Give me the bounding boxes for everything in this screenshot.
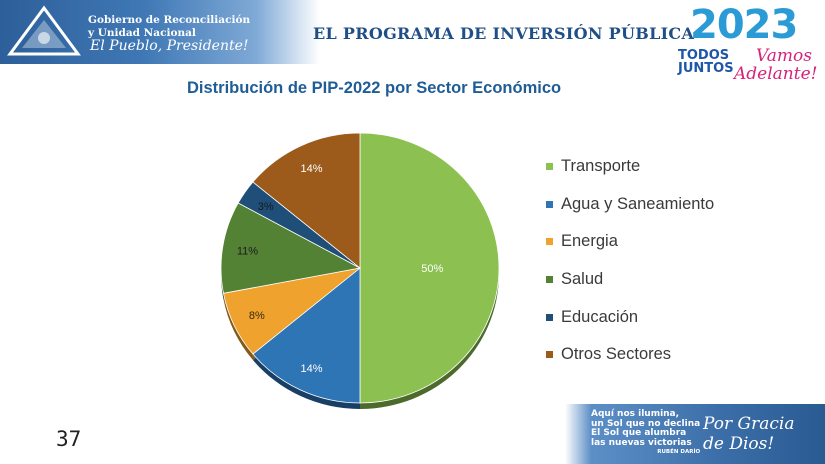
legend-label: Salud xyxy=(561,270,604,289)
pie-slice-transporte xyxy=(359,132,500,404)
government-name-line2: y Unidad Nacional xyxy=(88,27,196,39)
legend-swatch xyxy=(546,200,553,208)
legend-swatch xyxy=(546,163,553,171)
government-name-line1: Gobierno de Reconciliación xyxy=(88,14,251,26)
legend-label: Educación xyxy=(561,307,639,326)
pie-label: 3% xyxy=(258,201,274,213)
legend-item: Otros Sectores xyxy=(546,336,714,374)
chart-legend: Transporte Agua y Saneamiento Energia Salud… xyxy=(546,148,714,374)
legend-item: Transporte xyxy=(546,148,714,186)
legend-item: Energia xyxy=(546,223,714,261)
quote-line: El Sol que alumbra xyxy=(591,428,687,438)
legend-label: Agua y Saneamiento xyxy=(561,194,715,213)
badge-vamos: Vamos xyxy=(756,46,812,66)
government-slogan: El Pueblo, Presidente! xyxy=(90,38,249,54)
quote-line: un Sol que no declina xyxy=(591,418,701,429)
legend-item: Educación xyxy=(546,298,714,336)
legend-label: Energia xyxy=(561,232,618,251)
legend-item: Salud xyxy=(546,261,714,299)
footer-gracia: Por Gracia de Dios! xyxy=(703,414,794,454)
badge-todos: TODOS xyxy=(678,48,730,63)
badge-year: 2023 xyxy=(690,2,798,48)
legend-swatch xyxy=(546,238,553,246)
legend-swatch xyxy=(546,313,553,321)
government-banner: Gobierno de Reconciliación y Unidad Naci… xyxy=(0,0,320,64)
badge-adelante: Adelante! xyxy=(734,64,818,84)
legend-label: Transporte xyxy=(561,157,641,176)
legend-item: Agua y Saneamiento xyxy=(546,186,714,224)
quote-line: Aquí nos ilumina, xyxy=(591,409,680,419)
legend-label: Otros Sectores xyxy=(561,345,672,364)
pie-label: 14% xyxy=(300,363,322,375)
legend-swatch xyxy=(546,276,553,284)
legend-swatch xyxy=(546,351,553,359)
quote-author: RUBÉN DARÍO xyxy=(657,449,701,455)
pie-slice-agua-y-saneamiento xyxy=(252,267,361,404)
pie-slice-salud xyxy=(220,202,362,294)
page-title: EL PROGRAMA DE INVERSIÓN PÚBLICA xyxy=(313,24,695,43)
campaign-badge: 2023 TODOS JUNTOS Vamos Adelante! xyxy=(678,2,823,94)
gracia-line1: Por Gracia xyxy=(703,414,795,434)
footer-banner: Aquí nos ilumina, un Sol que no declina … xyxy=(565,404,825,464)
footer-quote: Aquí nos ilumina, un Sol que no declina … xyxy=(591,409,701,458)
pie-slice-otros-sectores xyxy=(252,132,361,269)
pie-label: 11% xyxy=(237,246,258,258)
page-number: 37 xyxy=(56,427,82,451)
pie-label: 8% xyxy=(249,310,265,322)
chart-title: Distribución de PIP-2022 por Sector Econ… xyxy=(187,79,562,97)
gracia-line2: de Dios! xyxy=(703,434,775,454)
quote-line: las nuevas victorias xyxy=(591,437,692,448)
pie-label: 14% xyxy=(300,163,322,175)
pie-label: 50% xyxy=(421,263,443,275)
nicaragua-seal-icon xyxy=(7,5,81,56)
badge-juntos: JUNTOS xyxy=(678,61,734,76)
